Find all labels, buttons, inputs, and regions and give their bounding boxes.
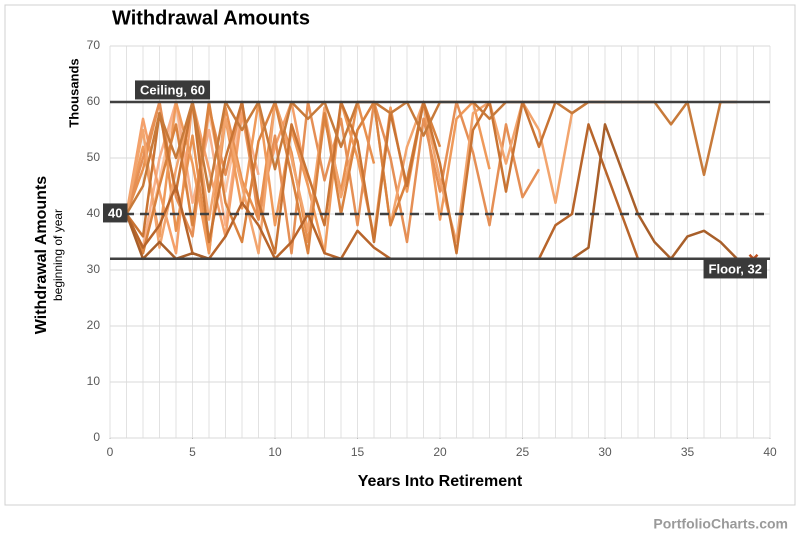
y-tick-label: 0: [93, 430, 100, 444]
reference-label-bg: [103, 203, 128, 223]
x-tick-label: 35: [681, 445, 695, 459]
reference-label: 40: [103, 203, 128, 223]
y-tick-label: 60: [87, 94, 101, 108]
footer: PortfolioCharts.com: [653, 516, 788, 532]
chart-title: Withdrawal Amounts: [112, 7, 310, 29]
reference-label-bg: [703, 259, 767, 279]
x-tick-label: 30: [598, 445, 612, 459]
reference-label-text: Ceiling, 60: [140, 82, 205, 97]
x-tick-label: 20: [433, 445, 447, 459]
chart-frame: [4, 4, 796, 506]
y-tick-label: 10: [87, 374, 101, 388]
x-tick-label: 5: [189, 445, 196, 459]
x-tick-label: 0: [107, 445, 114, 459]
y-tick-label: 30: [87, 262, 101, 276]
y-tick-label: 20: [87, 318, 101, 332]
x-tick-label: 15: [351, 445, 365, 459]
y-tick-label: 40: [87, 206, 101, 220]
y-units: Thousands: [66, 58, 81, 127]
y-axis-subtitle: beginning of year: [51, 209, 65, 301]
y-tick-label: 70: [87, 38, 101, 52]
y-axis-title: Withdrawal Amounts: [33, 176, 50, 334]
x-tick-label: 40: [763, 445, 777, 459]
reference-label: Floor, 32: [703, 259, 767, 279]
reference-label: Ceiling, 60: [135, 80, 211, 100]
x-tick-label: 25: [516, 445, 530, 459]
y-tick-label: 50: [87, 150, 101, 164]
x-tick-label: 10: [268, 445, 282, 459]
reference-label-text: 40: [108, 205, 122, 220]
x-axis-title: Years Into Retirement: [358, 473, 523, 490]
reference-label-text: Floor, 32: [709, 261, 762, 276]
reference-label-bg: [135, 80, 211, 100]
